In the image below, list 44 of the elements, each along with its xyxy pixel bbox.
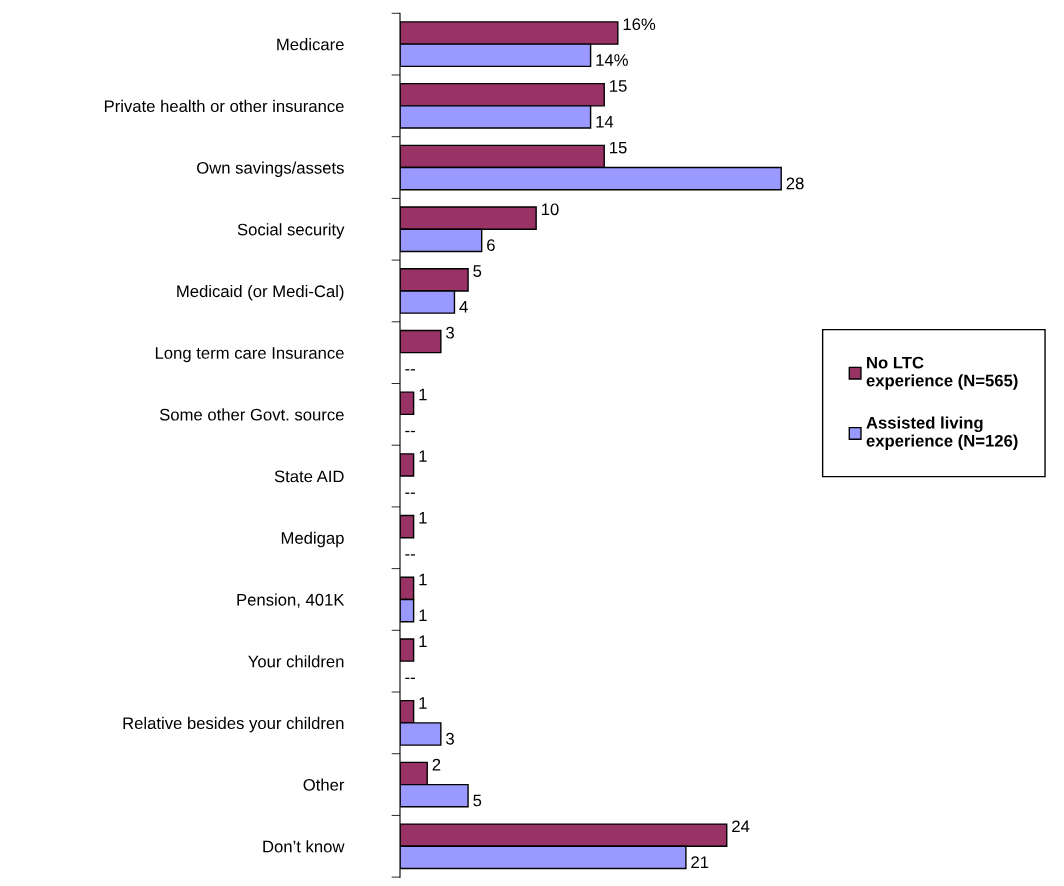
data-label: 4: [459, 301, 468, 313]
y-tick-label: Some other Govt. source: [159, 408, 344, 421]
y-tick-label: Pension, 401K: [237, 593, 345, 608]
data-label: 1: [419, 512, 427, 524]
data-label: 2: [432, 758, 441, 771]
y-tick-label: Own savings/assets: [197, 161, 344, 178]
text: --: [405, 430, 415, 433]
data-label: 5: [473, 794, 482, 807]
text: --: [405, 492, 415, 494]
data-label: 3: [446, 326, 454, 339]
y-tick-label: Other: [303, 778, 345, 791]
data-label: 15: [610, 80, 627, 92]
data-label: 28: [786, 177, 804, 190]
y-tick-label: Your children: [248, 655, 344, 668]
text: --: [405, 554, 415, 556]
y-tick-label: Private health or other insurance: [104, 99, 344, 113]
data-label: 1: [419, 697, 427, 709]
data-label: 14%: [596, 54, 628, 66]
y-tick-label: State AID: [274, 470, 344, 483]
y-tick-label: Relative besides your children: [123, 716, 344, 733]
y-tick-label: Don’t know: [263, 840, 345, 853]
data-label: 14: [596, 115, 614, 128]
data-label: 5: [473, 265, 482, 277]
data-label: 15: [610, 141, 627, 154]
text: --: [405, 677, 415, 679]
y-tick-label: Medicaid (or Medi-Cal): [177, 284, 344, 301]
data-label: 1: [419, 635, 427, 647]
text: --: [405, 369, 415, 371]
data-label: 10: [541, 203, 559, 216]
data-label: 1: [419, 573, 427, 586]
y-tick-label: Long term care Insurance: [155, 347, 344, 363]
data-label: 3: [446, 732, 454, 745]
y-tick-label: Social security: [237, 223, 345, 239]
data-label: 21: [691, 856, 709, 868]
data-label: 6: [487, 239, 495, 251]
y-tick-label: Medicare: [277, 38, 344, 51]
data-label: 16%: [623, 18, 656, 31]
legend-label: No LTC experience (N=565): [866, 356, 1018, 390]
data-label: 1: [419, 609, 427, 622]
data-label: 24: [732, 820, 750, 833]
legend-label: Assisted living experience (N=126): [866, 416, 1018, 450]
y-tick-label: Medigap: [281, 531, 344, 548]
data-label: 1: [419, 450, 427, 462]
data-label: 1: [419, 388, 427, 401]
